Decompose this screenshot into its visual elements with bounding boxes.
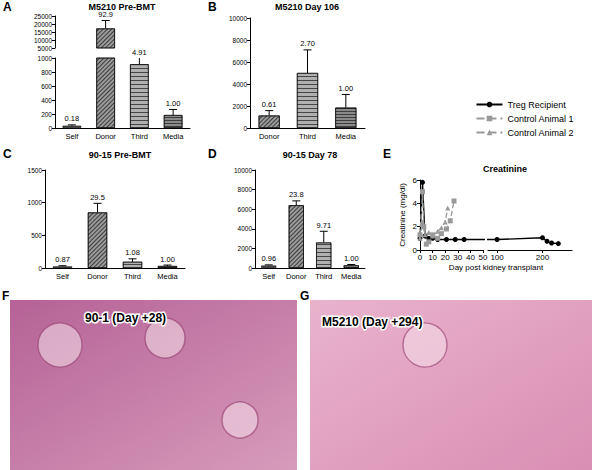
svg-text:0: 0 — [243, 125, 247, 132]
svg-text:0: 0 — [38, 265, 42, 272]
svg-text:200: 200 — [41, 111, 52, 118]
svg-text:Control Animal 2: Control Animal 2 — [507, 128, 573, 138]
svg-text:2.70: 2.70 — [300, 39, 315, 48]
svg-text:8000: 8000 — [233, 37, 248, 44]
svg-text:23.8: 23.8 — [289, 190, 304, 199]
svg-text:6000: 6000 — [233, 59, 248, 66]
svg-text:0.18: 0.18 — [65, 114, 80, 123]
svg-text:1000: 1000 — [38, 55, 53, 62]
svg-text:E: E — [383, 147, 391, 161]
svg-text:8000: 8000 — [238, 186, 253, 193]
svg-text:Self: Self — [65, 132, 79, 141]
svg-text:C: C — [3, 147, 12, 161]
svg-text:600: 600 — [41, 83, 52, 90]
svg-text:20: 20 — [441, 253, 450, 262]
svg-text:0: 0 — [248, 265, 252, 272]
svg-text:10000: 10000 — [234, 167, 252, 174]
svg-text:40: 40 — [466, 253, 475, 262]
svg-text:4000: 4000 — [238, 225, 253, 232]
svg-text:5000: 5000 — [38, 45, 53, 52]
svg-text:15000: 15000 — [34, 29, 52, 36]
svg-text:2000: 2000 — [233, 103, 248, 110]
svg-text:100: 100 — [490, 253, 504, 262]
svg-text:50: 50 — [479, 253, 488, 262]
svg-text:4000: 4000 — [233, 81, 248, 88]
svg-text:0.61: 0.61 — [262, 100, 277, 109]
svg-text:Third: Third — [131, 132, 148, 141]
svg-text:Donor: Donor — [95, 132, 116, 141]
svg-text:1.00: 1.00 — [160, 255, 175, 264]
svg-text:1000: 1000 — [28, 199, 43, 206]
svg-text:Media: Media — [157, 272, 178, 281]
svg-text:Self: Self — [262, 272, 276, 281]
svg-text:0.87: 0.87 — [55, 255, 70, 264]
svg-text:M5210 Pre-BMT: M5210 Pre-BMT — [88, 2, 156, 12]
svg-text:25000: 25000 — [34, 13, 52, 20]
svg-text:Donor: Donor — [286, 272, 307, 281]
svg-text:6000: 6000 — [238, 206, 253, 213]
svg-text:F: F — [2, 289, 9, 303]
svg-text:0: 0 — [412, 245, 417, 255]
svg-text:90-15 Pre-BMT: 90-15 Pre-BMT — [89, 150, 152, 160]
svg-text:4.91: 4.91 — [132, 48, 147, 57]
svg-text:29.5: 29.5 — [90, 193, 105, 202]
svg-text:10000: 10000 — [34, 37, 52, 44]
svg-text:D: D — [208, 147, 217, 161]
svg-text:Control Animal 1: Control Animal 1 — [507, 114, 573, 124]
svg-text:Day post kidney transplant: Day post kidney transplant — [449, 263, 544, 272]
svg-text:M5210 (Day +294): M5210 (Day +294) — [322, 315, 422, 329]
svg-text:Treg Recipient: Treg Recipient — [507, 100, 566, 110]
svg-text:Creatinine: Creatinine — [483, 164, 527, 174]
svg-text:Third: Third — [315, 272, 332, 281]
svg-text:0: 0 — [48, 125, 52, 132]
svg-text:Creatinine (mg/dl): Creatinine (mg/dl) — [398, 183, 407, 247]
svg-text:20000: 20000 — [34, 21, 52, 28]
svg-text:2: 2 — [413, 222, 418, 231]
svg-text:M5210 Day 106: M5210 Day 106 — [275, 2, 339, 12]
svg-text:10000: 10000 — [229, 15, 247, 22]
svg-text:200: 200 — [536, 253, 550, 262]
svg-text:Third: Third — [299, 132, 316, 141]
svg-text:Third: Third — [124, 272, 141, 281]
svg-text:90-1 (Day +28): 90-1 (Day +28) — [85, 311, 166, 325]
svg-text:Media: Media — [163, 132, 184, 141]
svg-text:G: G — [300, 289, 309, 303]
svg-text:4: 4 — [413, 199, 418, 208]
svg-text:10: 10 — [428, 253, 437, 262]
svg-text:Donor: Donor — [259, 132, 280, 141]
svg-text:0: 0 — [418, 253, 423, 262]
svg-text:1500: 1500 — [28, 167, 43, 174]
svg-text:0.96: 0.96 — [261, 254, 276, 263]
svg-text:Media: Media — [336, 132, 357, 141]
svg-text:1.08: 1.08 — [125, 248, 140, 257]
svg-text:1.00: 1.00 — [166, 99, 181, 108]
svg-text:90-15 Day 78: 90-15 Day 78 — [283, 150, 338, 160]
svg-text:92.9: 92.9 — [98, 10, 113, 19]
svg-text:800: 800 — [41, 69, 52, 76]
svg-text:6: 6 — [413, 176, 418, 185]
svg-text:1.00: 1.00 — [339, 84, 354, 93]
svg-text:Self: Self — [56, 272, 70, 281]
svg-text:30: 30 — [453, 253, 462, 262]
svg-text:400: 400 — [41, 97, 52, 104]
svg-text:B: B — [208, 0, 217, 14]
svg-text:Media: Media — [341, 272, 362, 281]
svg-text:A: A — [3, 0, 12, 14]
svg-text:9.71: 9.71 — [316, 221, 331, 230]
svg-text:Donor: Donor — [87, 272, 108, 281]
svg-text:500: 500 — [31, 232, 42, 239]
svg-text:1.00: 1.00 — [344, 254, 359, 263]
svg-text:2000: 2000 — [238, 245, 253, 252]
